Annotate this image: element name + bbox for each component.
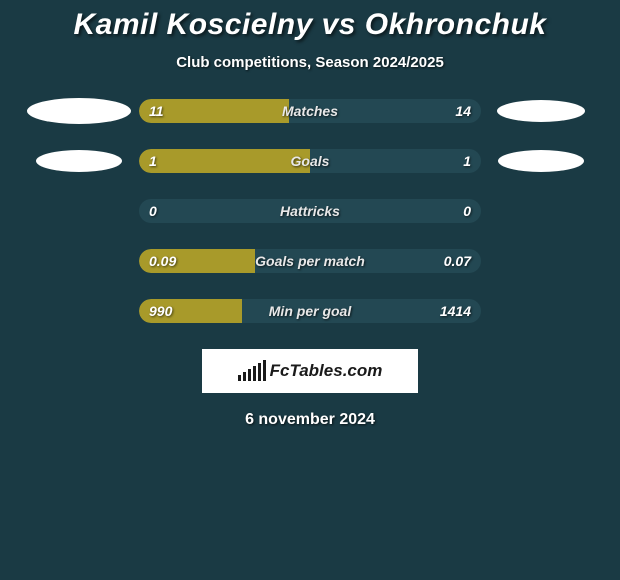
stat-label: Goals per match xyxy=(255,253,365,269)
stat-value-left: 1 xyxy=(149,153,157,169)
fctables-logo[interactable]: FcTables.com xyxy=(202,349,418,393)
stat-value-right: 0 xyxy=(463,203,471,219)
logo-text: FcTables.com xyxy=(270,361,383,381)
subtitle: Club competitions, Season 2024/2025 xyxy=(0,54,620,71)
stat-row: 1 Goals 1 xyxy=(0,149,620,173)
stat-bar: 11 Matches 14 xyxy=(139,99,481,123)
player-ellipse-right xyxy=(498,150,584,172)
stat-row: 0 Hattricks 0 xyxy=(0,199,620,223)
stat-label: Matches xyxy=(282,103,338,119)
stat-value-right: 1 xyxy=(463,153,471,169)
left-side xyxy=(19,150,139,172)
stat-label: Goals xyxy=(291,153,330,169)
stat-row: 0.09 Goals per match 0.07 xyxy=(0,249,620,273)
stat-row: 11 Matches 14 xyxy=(0,99,620,123)
page-title: Kamil Koscielny vs Okhronchuk xyxy=(0,8,620,42)
stat-value-right: 1414 xyxy=(440,303,471,319)
player-ellipse-left xyxy=(27,98,131,124)
right-side xyxy=(481,150,601,172)
stat-bar: 0.09 Goals per match 0.07 xyxy=(139,249,481,273)
stat-value-left: 11 xyxy=(149,103,164,119)
stat-label: Hattricks xyxy=(280,203,340,219)
player-ellipse-left xyxy=(36,150,122,172)
stat-value-left: 990 xyxy=(149,303,172,319)
stat-bar: 0 Hattricks 0 xyxy=(139,199,481,223)
date-label: 6 november 2024 xyxy=(0,411,620,429)
right-side xyxy=(481,100,601,122)
stat-value-left: 0 xyxy=(149,203,157,219)
stat-value-left: 0.09 xyxy=(149,253,176,269)
bar-fill-left xyxy=(139,149,310,173)
stat-bar: 990 Min per goal 1414 xyxy=(139,299,481,323)
stat-value-right: 0.07 xyxy=(444,253,471,269)
logo-bars-icon xyxy=(238,361,266,381)
stat-label: Min per goal xyxy=(269,303,351,319)
stat-row: 990 Min per goal 1414 xyxy=(0,299,620,323)
stats-comparison: 11 Matches 14 1 Goals 1 0 Hattricks 0 0.09 Goals p… xyxy=(0,99,620,323)
player-ellipse-right xyxy=(497,100,585,122)
stat-value-right: 14 xyxy=(455,103,471,119)
left-side xyxy=(19,98,139,124)
stat-bar: 1 Goals 1 xyxy=(139,149,481,173)
